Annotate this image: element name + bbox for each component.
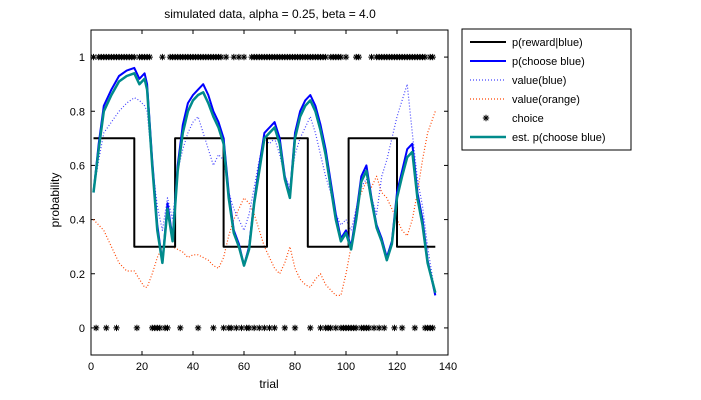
y-tick-label: 0.8 [70, 106, 85, 118]
legend-item: p(choose blue) [470, 56, 585, 68]
series-choice-markers [90, 53, 436, 332]
choice-marker [194, 324, 202, 332]
x-tick-label: 80 [289, 361, 301, 373]
choice-marker [146, 53, 153, 61]
series-line-value-orange [93, 111, 436, 296]
legend-item: est. p(choose blue) [470, 132, 606, 144]
choice-marker [177, 324, 184, 332]
choice-marker [322, 53, 329, 61]
series-line-value-blue [92, 83, 436, 296]
choice-marker [327, 324, 334, 332]
legend-item: value(orange) [470, 94, 580, 106]
choice-marker [228, 324, 235, 332]
y-tick-label: 0.6 [70, 160, 85, 172]
choice-marker [411, 324, 419, 332]
series-line-est-p-choose-blue [92, 72, 437, 294]
choice-marker [429, 53, 436, 61]
choice-marker [222, 53, 230, 61]
choice-marker [429, 324, 436, 332]
choice-marker [291, 324, 299, 332]
x-tick-label: 0 [88, 361, 94, 373]
choice-marker [337, 53, 345, 61]
choice-marker [164, 324, 171, 332]
x-tick-label: 20 [136, 361, 148, 373]
choice-marker [370, 324, 378, 332]
choice-marker [238, 324, 245, 332]
plot-area: 0 20 40 60 80 100 120 140 0 0.2 0.4 0.6 0.8 1 [70, 29, 457, 373]
choice-marker [251, 324, 258, 332]
x-tick-label: 140 [439, 361, 457, 373]
choice-marker [113, 324, 120, 332]
legend-label: value(blue) [512, 75, 566, 87]
y-tick-label: 0.2 [70, 269, 85, 281]
choice-marker [131, 53, 138, 61]
legend: p(reward|blue) p(choose blue) value(blue) v… [461, 28, 632, 151]
choice-marker [281, 324, 288, 332]
plot-frame [90, 29, 449, 356]
choice-marker [398, 324, 406, 332]
choice-marker [261, 324, 268, 332]
choice-marker [271, 324, 278, 332]
legend-item: choice [482, 113, 544, 125]
axis-ticks: 0 20 40 60 80 100 120 140 0 0.2 0.4 0.6 0.8 1 [70, 30, 457, 373]
choice-marker [368, 53, 375, 61]
legend-item: p(reward|blue) [470, 37, 583, 49]
choice-marker [342, 53, 350, 61]
choice-marker [266, 324, 273, 332]
choice-marker [90, 53, 97, 61]
legend-label: value(orange) [512, 94, 580, 106]
choice-marker [156, 324, 164, 332]
choice-marker [256, 324, 263, 332]
choice-marker [103, 324, 110, 332]
series-layer [90, 53, 437, 332]
choice-marker [217, 53, 225, 61]
choice-marker [230, 53, 237, 61]
choice-marker [159, 53, 166, 61]
choice-marker [381, 324, 388, 332]
x-tick-label: 120 [388, 361, 406, 373]
choice-marker [421, 53, 429, 61]
choice-marker [210, 324, 217, 332]
choice-marker [235, 53, 243, 61]
y-axis-label: probability [48, 173, 62, 228]
choice-marker [332, 324, 339, 332]
legend-label: est. p(choose blue) [512, 132, 606, 144]
chart-title: simulated data, alpha = 0.25, beta = 4.0 [164, 7, 376, 21]
choice-marker [365, 324, 373, 332]
choice-marker [355, 53, 362, 61]
choice-marker [92, 324, 100, 332]
choice-marker [233, 324, 240, 332]
x-tick-label: 60 [238, 361, 250, 373]
y-tick-label: 1 [79, 52, 85, 64]
star-marker-icon [482, 114, 490, 122]
legend-box [461, 28, 632, 151]
legend-item: value(blue) [470, 75, 566, 87]
choice-marker [391, 324, 398, 332]
legend-label: p(choose blue) [512, 56, 585, 68]
x-axis-label: trial [259, 377, 278, 391]
legend-label: p(reward|blue) [512, 37, 583, 49]
choice-marker [307, 324, 314, 332]
y-tick-label: 0.4 [70, 215, 85, 227]
choice-marker [220, 324, 227, 332]
y-tick-label: 0 [79, 323, 85, 335]
series-line-p-reward-blue [93, 137, 436, 248]
choice-marker [240, 53, 248, 61]
choice-marker [317, 324, 324, 332]
choice-marker [133, 324, 141, 332]
choice-marker [353, 324, 360, 332]
choice-marker [375, 324, 383, 332]
x-tick-label: 40 [187, 361, 199, 373]
legend-label: choice [512, 113, 544, 125]
x-tick-label: 100 [337, 361, 355, 373]
choice-marker [245, 324, 253, 332]
